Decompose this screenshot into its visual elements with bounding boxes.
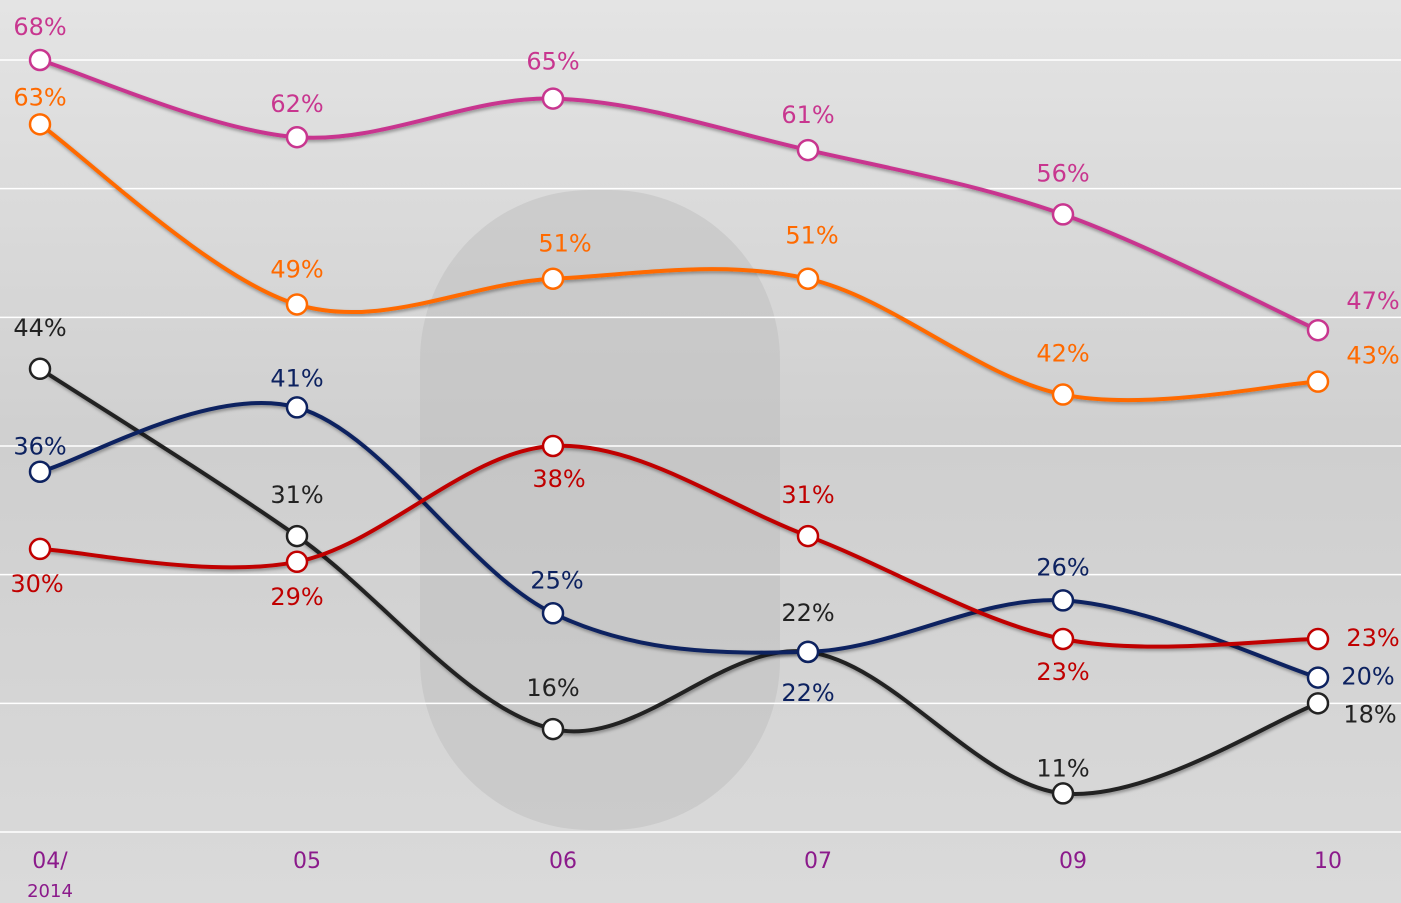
data-point — [285, 125, 309, 149]
data-label: 51% — [538, 230, 591, 258]
data-label: 61% — [781, 101, 834, 129]
data-label: 41% — [270, 364, 323, 392]
data-label: 20% — [1341, 663, 1394, 691]
data-label: 23% — [1346, 624, 1399, 652]
data-point — [28, 357, 52, 381]
data-label: 22% — [781, 599, 834, 627]
data-point — [28, 48, 52, 72]
data-point — [1306, 370, 1330, 393]
data-label: 62% — [270, 90, 323, 118]
data-label: 25% — [530, 566, 583, 594]
data-label: 49% — [270, 255, 323, 283]
data-point — [1051, 782, 1075, 805]
x-tick-label: 07 — [804, 849, 832, 874]
data-label: 18% — [1343, 700, 1396, 728]
data-point — [1306, 692, 1330, 715]
data-point — [28, 460, 52, 483]
data-label: 65% — [526, 48, 579, 76]
x-tick-label: 06 — [549, 849, 577, 874]
series-line — [39, 58, 1319, 333]
data-point — [285, 396, 309, 419]
data-point — [28, 113, 52, 136]
series-line — [38, 122, 1319, 403]
data-point — [1306, 318, 1330, 342]
data-label: 22% — [781, 679, 834, 707]
data-point — [541, 267, 565, 290]
x-tick-label: 09 — [1059, 849, 1087, 874]
data-point — [796, 524, 820, 548]
data-point — [796, 138, 820, 162]
x-tick-label: 04/2014 — [27, 849, 73, 902]
data-label: 63% — [13, 83, 66, 111]
data-point — [285, 293, 309, 316]
data-point — [285, 550, 309, 574]
data-label: 51% — [785, 222, 838, 250]
data-point — [541, 717, 565, 741]
data-point — [1051, 383, 1075, 406]
data-label: 26% — [1036, 553, 1089, 581]
data-point — [28, 537, 52, 561]
data-label: 31% — [781, 481, 834, 509]
data-point — [1051, 589, 1075, 612]
x-tick-label: 10 — [1314, 849, 1342, 874]
data-point — [796, 267, 820, 290]
data-label: 68% — [13, 13, 66, 41]
data-label: 29% — [270, 583, 323, 611]
data-label: 36% — [13, 433, 66, 461]
background-arch — [420, 190, 780, 830]
series-line — [39, 400, 1319, 680]
data-label: 47% — [1346, 287, 1399, 315]
data-point — [1306, 666, 1330, 689]
data-label: 31% — [270, 481, 323, 509]
data-point — [285, 524, 309, 548]
data-label: 11% — [1036, 754, 1089, 782]
series-line — [38, 367, 1319, 796]
data-label: 16% — [526, 674, 579, 702]
data-point — [796, 640, 820, 664]
data-point — [1306, 627, 1330, 651]
data-point — [1051, 627, 1075, 651]
data-point — [541, 602, 565, 625]
data-label: 23% — [1036, 658, 1089, 686]
data-label: 30% — [10, 570, 63, 598]
data-label: 56% — [1036, 159, 1089, 187]
data-point — [541, 87, 565, 110]
data-point — [1051, 203, 1075, 226]
data-label: 44% — [13, 314, 66, 342]
x-tick-label: 05 — [293, 849, 321, 874]
data-point — [541, 434, 565, 458]
data-label: 43% — [1346, 342, 1399, 370]
data-label: 38% — [532, 465, 585, 493]
data-label: 42% — [1036, 340, 1089, 368]
series-line — [39, 443, 1319, 649]
